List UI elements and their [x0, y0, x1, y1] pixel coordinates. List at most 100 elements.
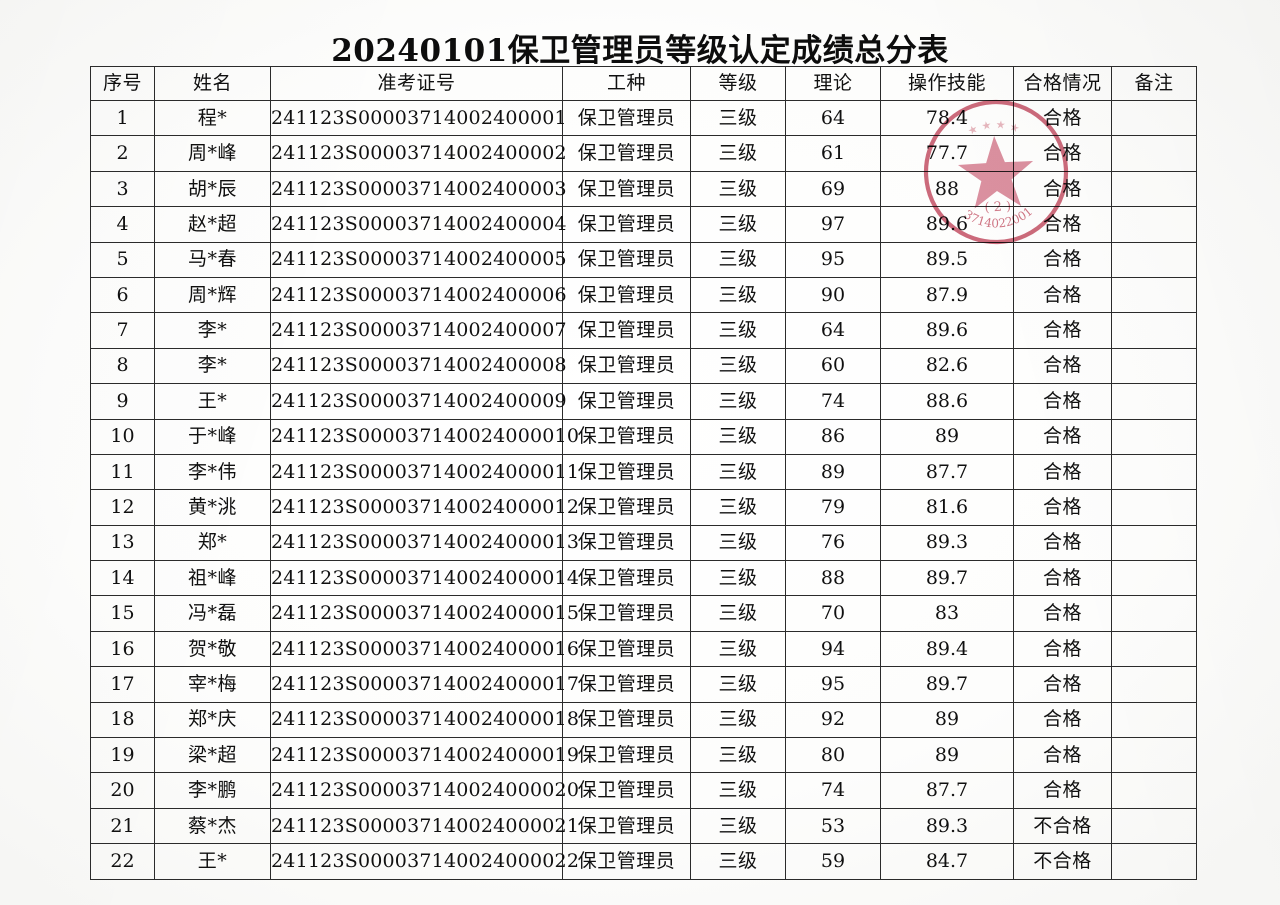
- cell-theory: 70: [785, 595, 881, 632]
- table-row: 15 冯*磊 241123S000037140024000015 保卫管理员 三级 70 8…: [90, 595, 1197, 632]
- cell-theory: 59: [785, 843, 881, 880]
- cell-job: 保卫管理员: [562, 524, 691, 562]
- cell-theory: 95: [785, 666, 881, 703]
- cell-skill: 89.3: [880, 524, 1014, 562]
- cell-skill: 88.6: [880, 383, 1014, 420]
- cell-theory: 92: [785, 701, 881, 739]
- cell-ticket: 241123S000037140024000016: [270, 630, 579, 668]
- cell-ticket: 241123S00003714002400009: [270, 383, 567, 420]
- cell-job: 保卫管理员: [562, 630, 691, 668]
- table-row: 14 祖*峰 241123S000037140024000014 保卫管理员 三级 88 8…: [90, 560, 1197, 597]
- cell-ticket: 241123S000037140024000018: [270, 701, 579, 739]
- cell-skill: 89.7: [880, 560, 1014, 597]
- cell-ticket: 241123S00003714002400007: [270, 312, 567, 349]
- cell-skill: 88: [880, 170, 1014, 208]
- cell-name: 王*: [154, 383, 271, 420]
- cell-result: 合格: [1013, 418, 1112, 455]
- cell-ticket: 241123S000037140024000019: [270, 737, 579, 774]
- cell-theory: 88: [785, 560, 881, 597]
- cell-note: [1111, 630, 1197, 668]
- cell-index: 4: [90, 206, 155, 243]
- cell-theory: 64: [785, 312, 881, 349]
- cell-ticket: 241123S000037140024000013: [270, 524, 579, 562]
- cell-job: 保卫管理员: [562, 206, 691, 243]
- cell-theory: 90: [785, 276, 881, 314]
- cell-job: 保卫管理员: [562, 737, 691, 774]
- table-body: 1 程* 241123S00003714002400001 保卫管理员 三级 64 78.4…: [90, 99, 1197, 880]
- cell-ticket: 241123S00003714002400006: [270, 276, 567, 314]
- cell-name: 胡*辰: [154, 170, 271, 208]
- cell-index: 11: [90, 453, 155, 491]
- cell-result: 合格: [1013, 453, 1112, 491]
- cell-index: 16: [90, 630, 155, 668]
- cell-theory: 97: [785, 206, 881, 243]
- cell-level: 三级: [690, 666, 786, 703]
- header-ticket: 准考证号: [270, 66, 563, 101]
- cell-note: [1111, 276, 1197, 314]
- cell-job: 保卫管理员: [562, 595, 691, 632]
- cell-note: [1111, 737, 1197, 774]
- cell-theory: 80: [785, 737, 881, 774]
- cell-index: 20: [90, 772, 155, 809]
- cell-index: 21: [90, 807, 155, 845]
- cell-name: 蔡*杰: [154, 807, 271, 845]
- cell-level: 三级: [690, 595, 786, 632]
- cell-index: 5: [90, 241, 155, 278]
- table-row: 13 郑* 241123S000037140024000013 保卫管理员 三级 76 89…: [90, 524, 1197, 562]
- cell-level: 三级: [690, 206, 786, 243]
- cell-result: 合格: [1013, 347, 1112, 385]
- cell-level: 三级: [690, 701, 786, 739]
- cell-theory: 79: [785, 489, 881, 526]
- table-row: 16 贺*敬 241123S000037140024000016 保卫管理员 三级 94 8…: [90, 630, 1197, 668]
- cell-name: 黄*洮: [154, 489, 271, 526]
- cell-job: 保卫管理员: [562, 772, 691, 809]
- table-row: 7 李* 241123S00003714002400007 保卫管理员 三级 64 89.6…: [90, 312, 1197, 349]
- cell-theory: 89: [785, 453, 881, 491]
- header-name: 姓名: [154, 66, 271, 101]
- cell-note: [1111, 99, 1197, 137]
- cell-result: 合格: [1013, 135, 1112, 172]
- cell-ticket: 241123S000037140024000010: [270, 418, 579, 455]
- cell-note: [1111, 524, 1197, 562]
- table-row: 3 胡*辰 241123S00003714002400003 保卫管理员 三级 69 88 合…: [90, 170, 1197, 208]
- cell-note: [1111, 595, 1197, 632]
- table-row: 18 郑*庆 241123S000037140024000018 保卫管理员 三级 92 8…: [90, 701, 1197, 739]
- cell-note: [1111, 206, 1197, 243]
- cell-skill: 87.7: [880, 453, 1014, 491]
- cell-note: [1111, 772, 1197, 809]
- cell-index: 2: [90, 135, 155, 172]
- cell-job: 保卫管理员: [562, 453, 691, 491]
- cell-job: 保卫管理员: [562, 807, 691, 845]
- cell-result: 不合格: [1013, 843, 1112, 880]
- cell-index: 19: [90, 737, 155, 774]
- cell-job: 保卫管理员: [562, 843, 691, 880]
- cell-name: 程*: [154, 99, 271, 137]
- cell-index: 7: [90, 312, 155, 349]
- cell-job: 保卫管理员: [562, 312, 691, 349]
- cell-note: [1111, 843, 1197, 880]
- cell-note: [1111, 807, 1197, 845]
- cell-theory: 69: [785, 170, 881, 208]
- cell-theory: 60: [785, 347, 881, 385]
- cell-note: [1111, 701, 1197, 739]
- cell-index: 8: [90, 347, 155, 385]
- cell-skill: 89: [880, 737, 1014, 774]
- cell-ticket: 241123S00003714002400003: [270, 170, 567, 208]
- cell-result: 合格: [1013, 737, 1112, 774]
- cell-note: [1111, 418, 1197, 455]
- cell-job: 保卫管理员: [562, 701, 691, 739]
- cell-result: 合格: [1013, 666, 1112, 703]
- cell-result: 合格: [1013, 701, 1112, 739]
- cell-note: [1111, 170, 1197, 208]
- cell-ticket: 241123S000037140024000011: [270, 453, 579, 491]
- cell-name: 马*春: [154, 241, 271, 278]
- page-title: 20240101保卫管理员等级认定成绩总分表: [331, 33, 949, 69]
- cell-result: 合格: [1013, 312, 1112, 349]
- cell-note: [1111, 560, 1197, 597]
- table-row: 22 王* 241123S000037140024000022 保卫管理员 三级 59 84…: [90, 843, 1197, 880]
- cell-index: 9: [90, 383, 155, 420]
- table-row: 4 赵*超 241123S00003714002400004 保卫管理员 三级 97 89.…: [90, 206, 1197, 243]
- cell-index: 22: [90, 843, 155, 880]
- cell-skill: 89: [880, 418, 1014, 455]
- cell-ticket: 241123S000037140024000022: [270, 843, 579, 880]
